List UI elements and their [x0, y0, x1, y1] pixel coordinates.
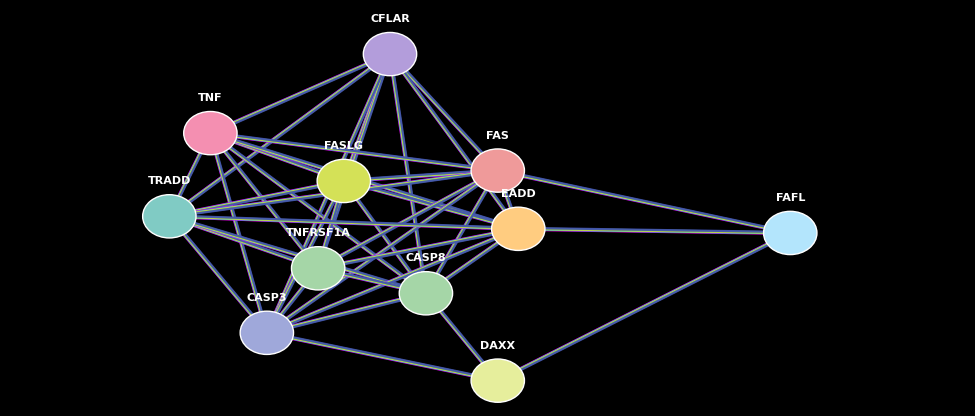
Text: EADD: EADD [501, 189, 535, 199]
Ellipse shape [399, 272, 452, 315]
Text: CFLAR: CFLAR [370, 14, 410, 24]
Ellipse shape [763, 211, 817, 255]
Text: FASLG: FASLG [325, 141, 364, 151]
Text: FAS: FAS [487, 131, 509, 141]
Text: FAFL: FAFL [775, 193, 805, 203]
Text: CASP8: CASP8 [406, 253, 447, 263]
Ellipse shape [471, 359, 525, 402]
Ellipse shape [471, 149, 525, 192]
Ellipse shape [183, 111, 237, 155]
Text: TNF: TNF [198, 93, 222, 103]
Ellipse shape [292, 247, 345, 290]
Text: TRADD: TRADD [147, 176, 191, 186]
Ellipse shape [317, 159, 370, 203]
Text: TNFRSF1A: TNFRSF1A [286, 228, 351, 238]
Ellipse shape [142, 195, 196, 238]
Text: CASP3: CASP3 [247, 293, 287, 303]
Ellipse shape [240, 311, 293, 354]
Text: DAXX: DAXX [481, 341, 516, 351]
Ellipse shape [491, 207, 545, 250]
Ellipse shape [364, 32, 416, 76]
